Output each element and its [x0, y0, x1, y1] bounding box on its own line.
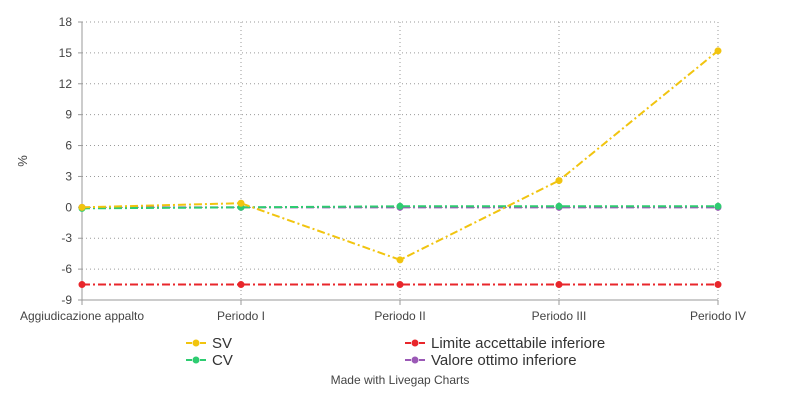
data-point [237, 281, 245, 289]
series-sv [78, 47, 722, 264]
legend-label: SV [212, 335, 232, 352]
y-axis-title: % [15, 155, 30, 167]
y-tick-label: 9 [65, 108, 72, 122]
data-point [78, 281, 86, 289]
data-point [714, 202, 722, 210]
legend-label: Valore ottimo inferiore [431, 352, 577, 369]
legend-label: Limite accettabile inferiore [431, 335, 605, 352]
y-tick-label: 15 [59, 46, 73, 60]
axes: -9 -6 -3 0 3 6 9 12 15 18 Aggiudicazione appalto Pe… [15, 15, 746, 323]
data-point [237, 199, 245, 207]
legend-item: Valore ottimo inferiore [405, 352, 577, 369]
data-point [396, 256, 404, 264]
data-point [555, 202, 563, 210]
legend-item: Limite accettabile inferiore [405, 335, 605, 352]
x-tick-label: Aggiudicazione appalto [20, 309, 144, 323]
x-tick-label: Periodo IV [690, 309, 746, 323]
data-point [396, 281, 404, 289]
y-tick-label: 6 [65, 139, 72, 153]
y-tick-label: 12 [59, 77, 73, 91]
data-point [555, 177, 563, 185]
legend-item: SV [186, 335, 232, 352]
data-point [78, 203, 86, 211]
x-tick-label: Periodo II [374, 309, 425, 323]
data-point [555, 281, 563, 289]
series-group [78, 47, 722, 289]
chart-credit: Made with Livegap Charts [330, 373, 470, 387]
y-tick-label: -6 [61, 262, 72, 276]
legend-swatch-marker [192, 356, 200, 364]
legend-swatch-marker [411, 339, 419, 347]
legend-swatch-marker [411, 356, 419, 364]
y-tick-label: 18 [59, 15, 73, 29]
legend-item: CV [186, 352, 233, 369]
series-line [81, 205, 718, 210]
x-tick-label: Periodo III [532, 309, 587, 323]
legend-swatch-marker [192, 339, 200, 347]
y-tick-label: 3 [65, 169, 72, 183]
data-point [396, 202, 404, 210]
y-tick-label: -3 [61, 231, 72, 245]
y-tick-label: 0 [65, 200, 72, 214]
data-point [714, 281, 722, 289]
y-tick-label: -9 [61, 293, 72, 307]
legend-label: CV [212, 352, 233, 369]
x-tick-label: Periodo I [217, 309, 265, 323]
series-limite-accettabile-inferiore [78, 281, 722, 289]
data-point [714, 47, 722, 55]
